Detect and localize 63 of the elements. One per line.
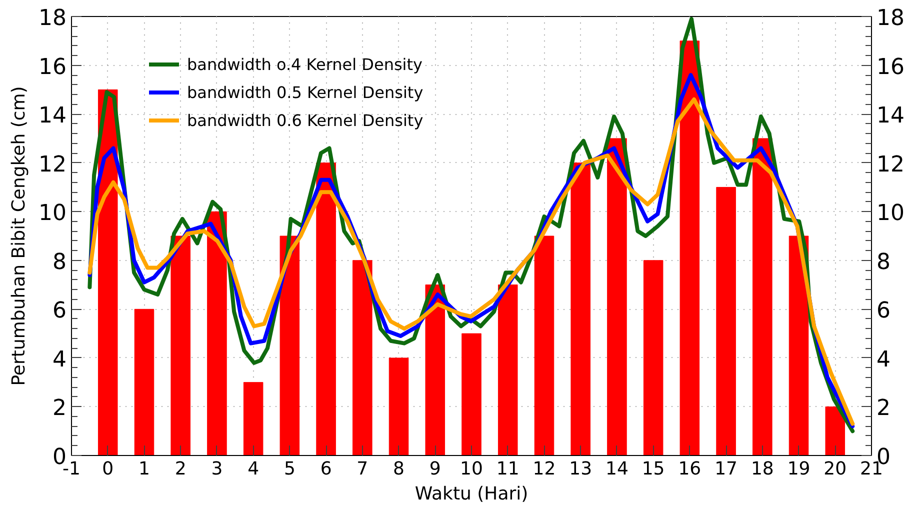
x-tick-label: 11 (496, 458, 520, 480)
bar (207, 211, 227, 456)
x-tick-label: 17 (714, 458, 738, 480)
bar (716, 186, 736, 456)
x-tick-label: 0 (102, 458, 114, 480)
x-tick-label: 7 (356, 458, 368, 480)
y-axis-title: Pertumbuhan Bibit Cengkeh (cm) (8, 86, 30, 386)
y-tick-label: 6 (52, 298, 67, 324)
legend-label: bandwidth 0.6 Kernel Density (187, 110, 424, 132)
x-tick-label: 2 (174, 458, 186, 480)
bar (752, 138, 772, 456)
bar (170, 236, 190, 456)
x-tick-label: 3 (211, 458, 223, 480)
y2-tick-label: 18 (876, 6, 904, 31)
y-tick-label: 10 (38, 201, 67, 226)
y-tick-label: 8 (52, 250, 67, 275)
bar (607, 138, 627, 456)
y2-tick-label: 14 (876, 104, 904, 129)
x-tick-label: 5 (284, 458, 296, 480)
y2-tick-label: 2 (876, 396, 890, 422)
x-tick-label: 14 (606, 458, 628, 480)
bar (534, 236, 554, 456)
bar (788, 236, 809, 456)
bar (352, 260, 372, 456)
x-tick-label: 13 (569, 458, 592, 480)
bar (134, 308, 154, 456)
x-tick-label: 12 (532, 458, 556, 480)
x-tick-label: 8 (393, 458, 404, 480)
x-tick-label: 4 (248, 458, 260, 480)
bar (280, 236, 300, 456)
y-tick-label: 2 (52, 396, 67, 422)
bar (680, 40, 700, 456)
legend-label: bandwidth 0.5 Kernel Density (187, 82, 424, 104)
x-tick-label: 6 (320, 458, 332, 480)
bar (316, 162, 336, 456)
y-tick-label: 14 (38, 104, 67, 129)
y-tick-label: 16 (38, 54, 67, 80)
x-axis-title: Waktu (Hari) (414, 484, 528, 504)
x-tick-label: 18 (750, 458, 774, 480)
x-tick-label: 19 (787, 458, 810, 480)
x-tick-label: 1 (138, 458, 150, 480)
y2-tick-label: 16 (876, 54, 904, 80)
bar (643, 260, 664, 456)
y2-tick-label: 12 (876, 152, 904, 178)
bar (243, 382, 264, 456)
x-tick-label: 15 (642, 458, 665, 480)
bar (570, 162, 590, 456)
y2-tick-label: 6 (876, 298, 890, 324)
y2-tick-label: 10 (876, 201, 904, 226)
bar (388, 358, 409, 456)
bar (462, 333, 482, 456)
bar (825, 406, 846, 456)
x-tick-label: 16 (678, 458, 702, 480)
legend-label: bandwidth o.4 Kernel Density (187, 54, 422, 76)
y2-tick-label: 4 (876, 347, 890, 372)
y-tick-label: 4 (52, 347, 67, 372)
bar (498, 284, 518, 456)
y-tick-label: 18 (38, 6, 67, 31)
x-tick-label: 9 (429, 458, 441, 480)
y2-tick-label: 8 (876, 250, 890, 275)
x-tick-label: 10 (460, 458, 483, 480)
x-tick-label: 20 (824, 458, 847, 480)
y-tick-label: 12 (38, 152, 67, 178)
